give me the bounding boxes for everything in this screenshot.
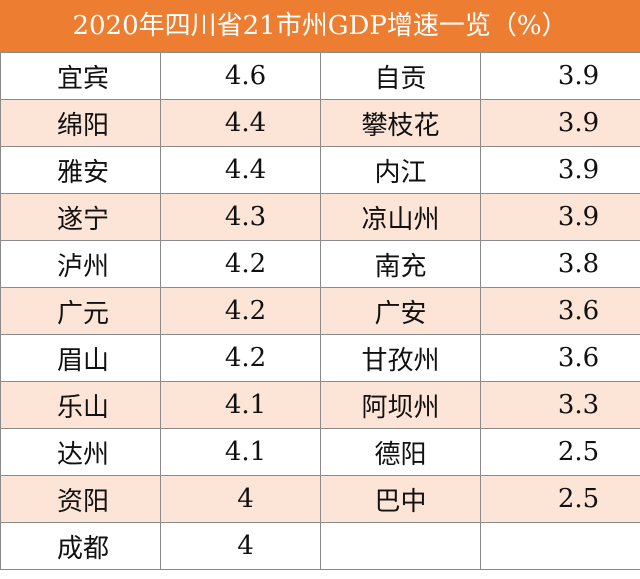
growth-value-cell: 4.1 [160,381,321,429]
city-cell: 乐山 [0,381,161,429]
table-row: 眉山 4.2 甘孜州 3.6 [0,334,640,382]
city-cell: 内江 [320,146,481,194]
city-cell: 攀枝花 [320,99,481,147]
city-cell: 遂宁 [0,193,161,241]
table-row: 乐山 4.1 阿坝州 3.3 [0,381,640,429]
city-cell: 巴中 [320,475,481,523]
growth-value-cell: 4.2 [160,240,321,288]
city-cell: 达州 [0,428,161,476]
empty-cell [480,522,640,570]
city-cell: 宜宾 [0,52,161,100]
table-row: 绵阳 4.4 攀枝花 3.9 [0,99,640,147]
city-cell: 广安 [320,287,481,335]
empty-cell [320,522,481,570]
table-row: 宜宾 4.6 自贡 3.9 [0,52,640,100]
growth-value-cell: 3.6 [480,334,640,382]
city-cell: 阿坝州 [320,381,481,429]
growth-value-cell: 3.9 [480,193,640,241]
growth-value-cell: 4.3 [160,193,321,241]
table-row: 雅安 4.4 内江 3.9 [0,146,640,194]
city-cell: 德阳 [320,428,481,476]
growth-value-cell: 2.5 [480,475,640,523]
growth-value-cell: 4.6 [160,52,321,100]
table-row: 达州 4.1 德阳 2.5 [0,428,640,476]
table-title: 2020年四川省21市州GDP增速一览（%） [0,0,640,52]
city-cell: 成都 [0,522,161,570]
city-cell: 凉山州 [320,193,481,241]
table-row: 成都 4 [0,522,640,570]
city-cell: 泸州 [0,240,161,288]
table-row: 泸州 4.2 南充 3.8 [0,240,640,288]
growth-value-cell: 4.2 [160,287,321,335]
city-cell: 资阳 [0,475,161,523]
growth-value-cell: 4.2 [160,334,321,382]
growth-value-cell: 3.9 [480,146,640,194]
growth-value-cell: 3.6 [480,287,640,335]
gdp-growth-table: 宜宾 4.6 自贡 3.9 绵阳 4.4 攀枝花 3.9 雅安 4.4 内江 3… [0,52,640,570]
city-cell: 雅安 [0,146,161,194]
growth-value-cell: 4 [160,522,321,570]
growth-value-cell: 3.9 [480,52,640,100]
growth-value-cell: 4.1 [160,428,321,476]
city-cell: 绵阳 [0,99,161,147]
city-cell: 自贡 [320,52,481,100]
city-cell: 广元 [0,287,161,335]
table-row: 资阳 4 巴中 2.5 [0,475,640,523]
growth-value-cell: 3.9 [480,99,640,147]
city-cell: 南充 [320,240,481,288]
growth-value-cell: 4.4 [160,99,321,147]
growth-value-cell: 3.3 [480,381,640,429]
table-row: 广元 4.2 广安 3.6 [0,287,640,335]
growth-value-cell: 4.4 [160,146,321,194]
growth-value-cell: 2.5 [480,428,640,476]
city-cell: 眉山 [0,334,161,382]
growth-value-cell: 3.8 [480,240,640,288]
growth-value-cell: 4 [160,475,321,523]
city-cell: 甘孜州 [320,334,481,382]
table-row: 遂宁 4.3 凉山州 3.9 [0,193,640,241]
